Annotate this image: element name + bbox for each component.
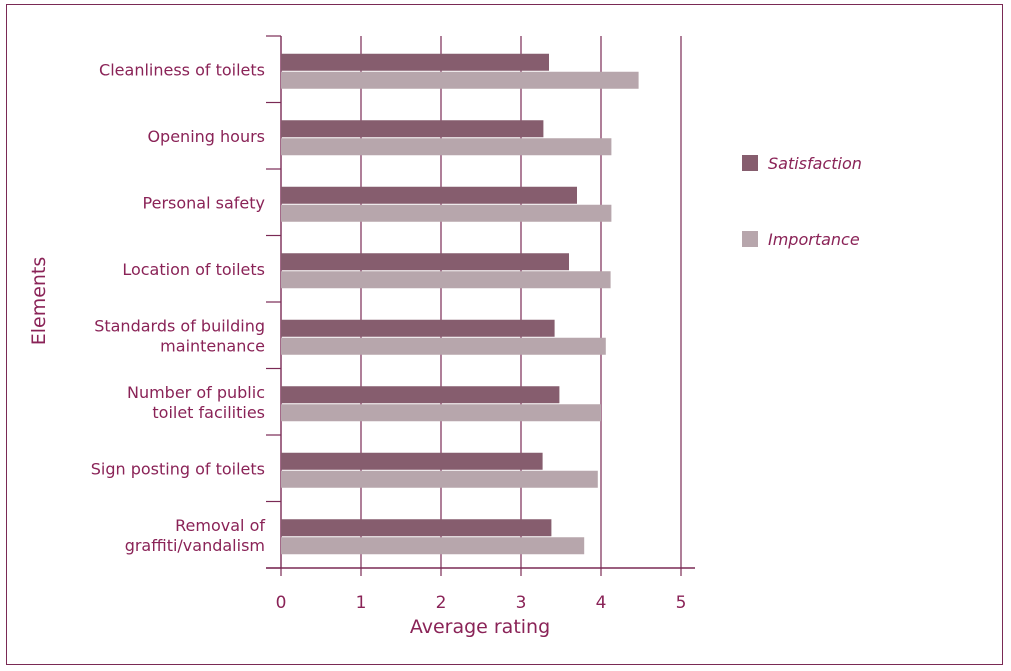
category-label-5: Number of public toilet facilities bbox=[127, 383, 265, 422]
bar-satisfaction-7 bbox=[281, 519, 552, 537]
bar-importance-0 bbox=[281, 71, 639, 89]
legend-label-satisfaction: Satisfaction bbox=[768, 154, 862, 173]
legend-swatch-importance bbox=[742, 231, 758, 247]
category-label-line: Personal safety bbox=[143, 193, 265, 212]
category-label-1: Opening hours bbox=[147, 127, 265, 146]
category-label-line: maintenance bbox=[160, 336, 265, 355]
category-label-line: Removal of bbox=[175, 516, 265, 535]
category-label-7: Removal of graffiti/vandalism bbox=[125, 516, 266, 555]
category-label-line: toilet facilities bbox=[152, 403, 265, 422]
category-label-3: Location of toilets bbox=[122, 260, 265, 279]
bar-satisfaction-6 bbox=[281, 452, 543, 470]
bar-satisfaction-4 bbox=[281, 319, 555, 337]
category-label-line: Sign posting of toilets bbox=[91, 459, 265, 478]
category-label-4: Standards of building maintenance bbox=[94, 316, 265, 355]
bar-satisfaction-5 bbox=[281, 386, 560, 404]
category-label-0: Cleanliness of toilets bbox=[99, 60, 265, 79]
bar-importance-7 bbox=[281, 537, 585, 555]
bar-satisfaction-2 bbox=[281, 186, 577, 204]
x-tick-label-2: 2 bbox=[436, 593, 447, 613]
x-tick-label-1: 1 bbox=[356, 593, 367, 613]
x-tick-label-3: 3 bbox=[516, 593, 527, 613]
category-label-line: Location of toilets bbox=[122, 260, 265, 279]
category-label-line: Standards of building bbox=[94, 316, 265, 335]
bar-importance-3 bbox=[281, 271, 611, 289]
bar-importance-5 bbox=[281, 404, 601, 422]
bar-satisfaction-0 bbox=[281, 53, 549, 71]
x-axis-title: Average rating bbox=[410, 616, 550, 638]
category-label-2: Personal safety bbox=[143, 193, 265, 212]
x-tick-label-0: 0 bbox=[276, 593, 287, 613]
x-tick-label-5: 5 bbox=[676, 593, 687, 613]
category-label-line: Cleanliness of toilets bbox=[99, 60, 265, 79]
category-label-line: Opening hours bbox=[147, 127, 265, 146]
bar-satisfaction-3 bbox=[281, 253, 569, 271]
bar-importance-1 bbox=[281, 138, 612, 156]
x-tick-label-4: 4 bbox=[596, 593, 607, 613]
y-axis-title: Elements bbox=[28, 257, 50, 346]
bar-importance-4 bbox=[281, 337, 606, 355]
bar-importance-2 bbox=[281, 204, 612, 222]
category-label-6: Sign posting of toilets bbox=[91, 459, 265, 478]
category-label-line: graffiti/vandalism bbox=[125, 536, 265, 555]
legend-label-importance: Importance bbox=[768, 230, 860, 249]
chart-frame bbox=[6, 4, 1003, 665]
category-label-line: Number of public bbox=[127, 383, 265, 402]
bar-importance-6 bbox=[281, 470, 598, 488]
bar-satisfaction-1 bbox=[281, 120, 544, 138]
legend-swatch-satisfaction bbox=[742, 155, 758, 171]
